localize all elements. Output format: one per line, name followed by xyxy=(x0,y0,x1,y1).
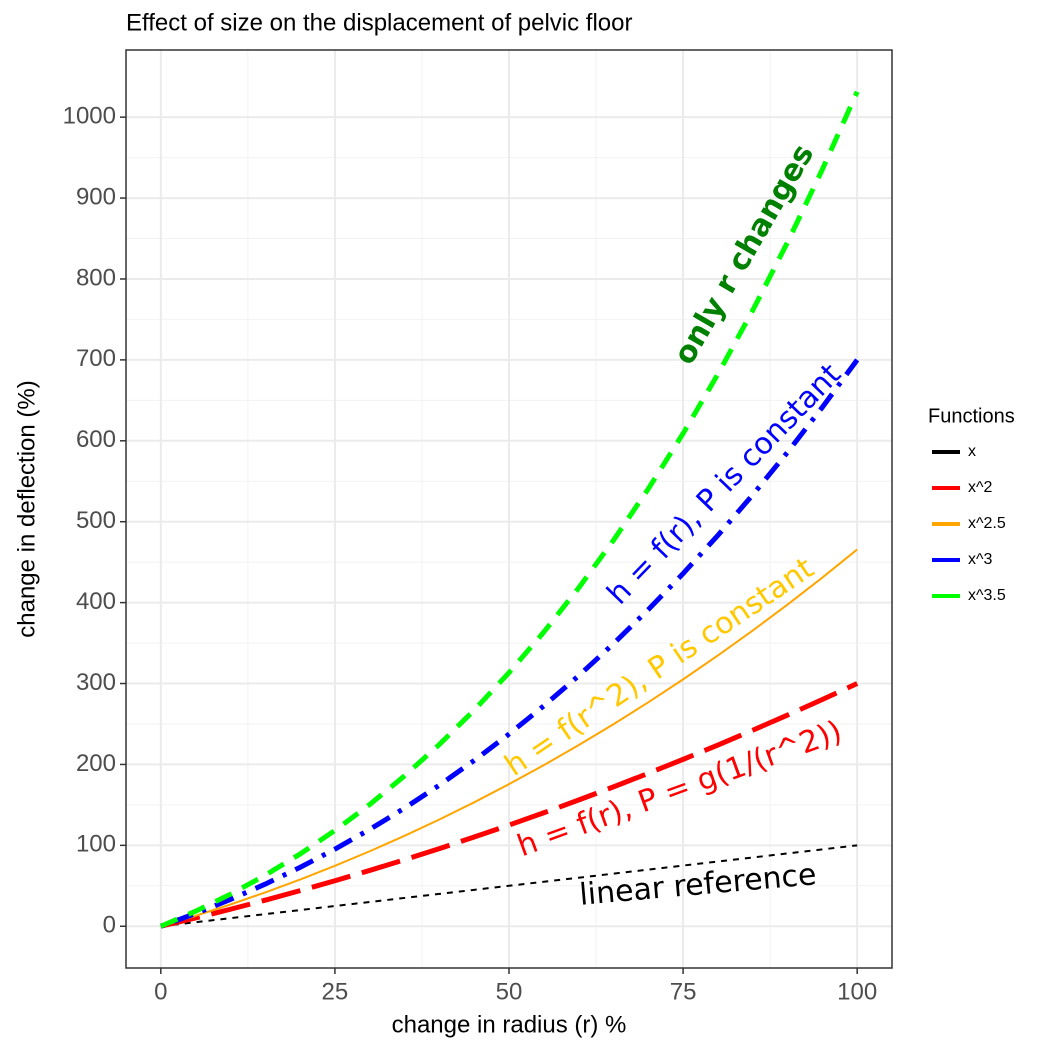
series-line xyxy=(159,358,860,929)
legend-label: x^3.5 xyxy=(968,587,1006,604)
y-tick-label: 900 xyxy=(76,183,116,210)
chart-title: Effect of size on the displacement of pe… xyxy=(126,9,633,36)
legend-label: x^2 xyxy=(968,479,993,496)
series-line xyxy=(160,548,858,928)
x-tick-label: 75 xyxy=(670,978,697,1005)
y-tick-label: 300 xyxy=(76,669,116,696)
y-tick-label: 1000 xyxy=(63,102,116,129)
series-line xyxy=(160,681,859,929)
y-tick-label: 400 xyxy=(76,588,116,615)
y-axis-title: change in deflection (%) xyxy=(13,380,40,637)
x-tick-label: 0 xyxy=(154,978,167,1005)
legend-label: x xyxy=(968,443,976,460)
annotation: only r changes xyxy=(667,138,821,370)
legend-label: x^2.5 xyxy=(968,515,1006,532)
series-line xyxy=(159,90,860,929)
y-tick-label: 800 xyxy=(76,264,116,291)
y-tick-label: 500 xyxy=(76,507,116,534)
x-tick-label: 50 xyxy=(496,978,523,1005)
x-tick-label: 25 xyxy=(322,978,349,1005)
y-tick-label: 600 xyxy=(76,426,116,453)
y-tick-label: 100 xyxy=(76,831,116,858)
legend-title: Functions xyxy=(928,405,1015,427)
x-tick-label: 100 xyxy=(837,978,877,1005)
series-line xyxy=(160,844,858,928)
y-tick-label: 0 xyxy=(103,912,116,939)
annotation: linear reference xyxy=(578,857,818,913)
plot-border xyxy=(125,49,893,969)
y-tick-label: 200 xyxy=(76,750,116,777)
x-axis-title: change in radius (r) % xyxy=(392,1011,627,1038)
legend-label: x^3 xyxy=(968,551,993,568)
y-tick-label: 700 xyxy=(76,345,116,372)
